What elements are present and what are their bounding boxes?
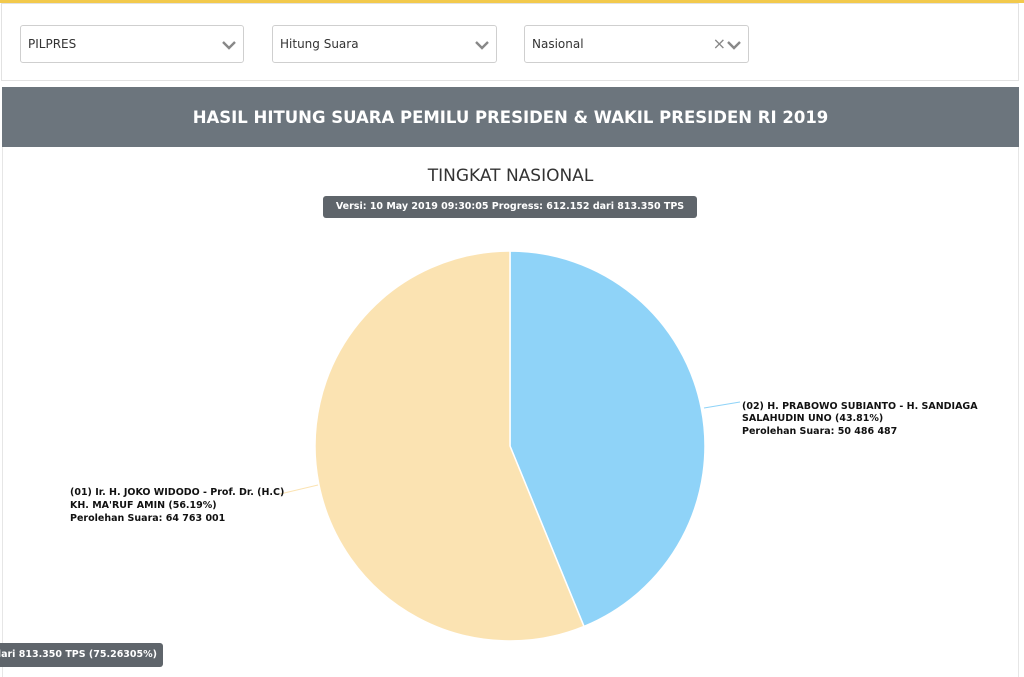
count-type-select[interactable]: Hitung Suara xyxy=(272,25,497,63)
top-accent-bar xyxy=(0,0,1024,3)
label-connector-jokowi xyxy=(279,484,319,495)
chevron-down-icon[interactable] xyxy=(726,39,742,51)
filter-panel: PILPRES Hitung Suara Nasional × xyxy=(1,3,1019,81)
pie-slice-jokowi[interactable] xyxy=(314,250,585,642)
page-title: HASIL HITUNG SUARA PEMILU PRESIDEN & WAK… xyxy=(2,87,1019,147)
slice-label-jokowi-votes: Perolehan Suara: 64 763 001 xyxy=(70,513,225,524)
slice-label-jokowi-line1: (01) Ir. H. JOKO WIDODO - Prof. Dr. (H.C… xyxy=(70,487,284,498)
region-select[interactable]: Nasional × xyxy=(524,25,749,63)
pie-slice-prabowo[interactable] xyxy=(509,250,706,628)
slice-label-prabowo-line1: (02) H. PRABOWO SUBIANTO - H. SANDIAGA xyxy=(742,401,978,412)
version-badge: Versi: 10 May 2019 09:30:05 Progress: 61… xyxy=(323,196,697,234)
count-type-value: Hitung Suara xyxy=(280,37,359,51)
slice-label-jokowi-line2: KH. MA'RUF AMIN (56.19%) xyxy=(70,500,217,511)
label-connector-prabowo xyxy=(703,401,741,409)
progress-badge-bottom: 152 dari 813.350 TPS (75.26305%) xyxy=(0,643,163,667)
region-value: Nasional xyxy=(532,37,584,51)
election-type-select[interactable]: PILPRES xyxy=(20,25,244,63)
chevron-down-icon[interactable] xyxy=(474,39,490,51)
chart-title: TINGKAT NASIONAL xyxy=(427,166,594,186)
slice-label-prabowo-line2: SALAHUDIN UNO (43.81%) xyxy=(742,413,883,424)
clear-icon[interactable]: × xyxy=(712,34,726,53)
election-type-value: PILPRES xyxy=(28,37,77,51)
chevron-down-icon[interactable] xyxy=(221,39,237,51)
progress-badge-bottom-text: 152 dari 813.350 TPS (75.26305%) xyxy=(0,649,157,660)
slice-label-prabowo-votes: Perolehan Suara: 50 486 487 xyxy=(742,426,897,437)
